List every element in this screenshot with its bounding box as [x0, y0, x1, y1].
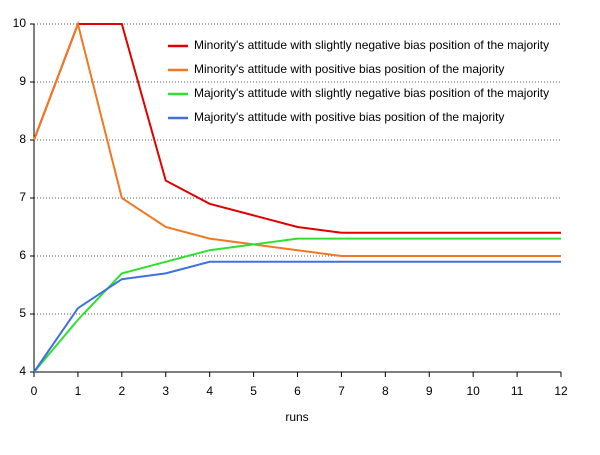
- x-tick-label: 3: [162, 384, 169, 398]
- y-tick-label: 9: [19, 74, 26, 88]
- series-line: [33, 23, 561, 234]
- x-axis-label: runs: [285, 410, 308, 424]
- series-line: [33, 20, 561, 257]
- x-tick-label: 6: [294, 384, 301, 398]
- x-tick-label: 4: [206, 384, 213, 398]
- y-tick-label: 7: [19, 190, 26, 204]
- x-tick-label: 1: [75, 384, 82, 398]
- x-tick-label: 2: [118, 384, 125, 398]
- x-tick-label: 8: [382, 384, 389, 398]
- legend-label: Majority's attitude with slightly negati…: [194, 86, 549, 100]
- x-tick-label: 12: [554, 384, 568, 398]
- y-tick-label: 5: [19, 306, 26, 320]
- y-tick-label: 8: [19, 132, 26, 146]
- x-tick-label: 7: [338, 384, 345, 398]
- series-line: [33, 260, 561, 373]
- legend-label: Minority's attitude with positive bias p…: [194, 62, 504, 76]
- x-tick-label: 0: [31, 384, 38, 398]
- x-tick-label: 9: [426, 384, 433, 398]
- y-tick-label: 10: [13, 16, 27, 30]
- legend-label: Minority's attitude with slightly negati…: [194, 38, 549, 52]
- x-tick-label: 11: [511, 384, 524, 398]
- legend-label: Majority's attitude with positive bias p…: [194, 110, 504, 124]
- x-tick-label: 10: [466, 384, 480, 398]
- y-tick-label: 6: [19, 248, 26, 262]
- series-line: [33, 237, 561, 373]
- y-tick-label: 4: [19, 364, 26, 378]
- x-tick-label: 5: [250, 384, 257, 398]
